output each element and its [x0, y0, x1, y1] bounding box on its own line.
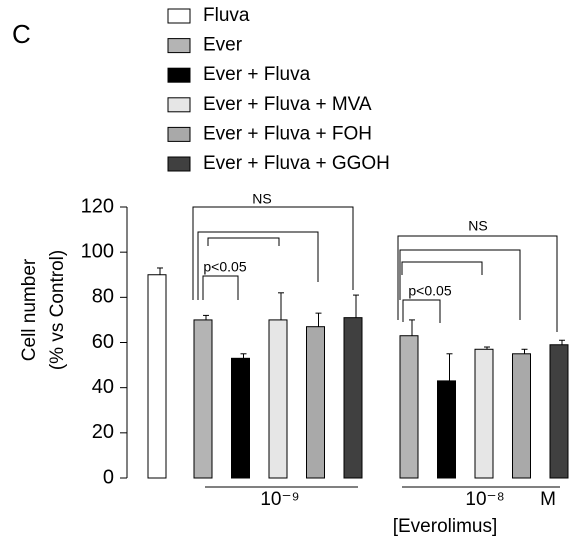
annotation: p<0.05	[203, 259, 246, 275]
y-axis-label: Cell number	[19, 258, 40, 361]
bar	[147, 274, 167, 479]
significance-bracket	[397, 235, 558, 332]
annotation: NS	[468, 218, 487, 234]
significance-bracket	[401, 261, 483, 275]
bar	[549, 344, 569, 479]
y-tick-label: 20	[92, 421, 114, 443]
x-tick-label: 10⁻⁸	[465, 489, 504, 510]
error-bar	[157, 267, 163, 275]
significance-bracket	[399, 249, 521, 320]
bar	[268, 319, 288, 479]
legend-swatch	[167, 126, 191, 142]
bar	[512, 353, 531, 479]
significance-bracket	[197, 231, 319, 300]
panel-label: C	[12, 19, 31, 49]
error-bar	[240, 353, 247, 359]
legend-label: Ever + Fluva + MVA	[203, 94, 372, 115]
legend-swatch	[167, 156, 191, 172]
significance-bracket	[192, 206, 354, 300]
unit-label: M	[540, 489, 556, 510]
x-tick-label: 10⁻⁹	[260, 489, 299, 510]
bar	[474, 348, 494, 479]
bar	[231, 357, 250, 479]
significance-bracket	[207, 237, 280, 246]
x-axis-label: [Everolimus]	[393, 516, 498, 537]
y-tick-label: 100	[81, 240, 114, 262]
error-bar	[353, 294, 359, 318]
error-bar	[409, 319, 415, 336]
significance-bracket	[402, 299, 441, 323]
legend-label: Ever	[203, 35, 243, 56]
y-tick-label: 120	[81, 195, 114, 217]
error-bar	[203, 314, 209, 320]
bar	[437, 380, 456, 479]
annotation: NS	[252, 191, 271, 207]
y-axis-label: (% vs Control)	[47, 250, 68, 370]
error-bar	[559, 339, 565, 345]
legend-label: Ever + Fluva + FOH	[203, 123, 372, 144]
bar	[399, 335, 419, 479]
y-tick-label: 80	[92, 286, 114, 308]
error-bar	[315, 312, 322, 327]
bar	[343, 317, 363, 479]
significance-bracket	[202, 275, 239, 300]
bar	[193, 319, 213, 479]
legend-swatch	[167, 8, 191, 24]
error-bar	[484, 346, 490, 350]
error-bar	[278, 292, 284, 320]
error-bar	[521, 348, 528, 354]
legend-swatch	[167, 38, 191, 54]
bar	[306, 326, 325, 479]
annotation: p<0.05	[408, 283, 451, 299]
y-tick-label: 40	[92, 376, 114, 398]
legend-swatch	[167, 97, 191, 113]
error-bar	[446, 353, 453, 381]
legend-swatch	[167, 67, 191, 83]
legend-label: Fluva	[203, 5, 250, 26]
legend-label: Ever + Fluva + GGOH	[203, 153, 390, 174]
y-tick-label: 60	[92, 331, 114, 353]
legend-label: Ever + Fluva	[203, 64, 311, 85]
y-tick-label: 0	[103, 466, 114, 488]
